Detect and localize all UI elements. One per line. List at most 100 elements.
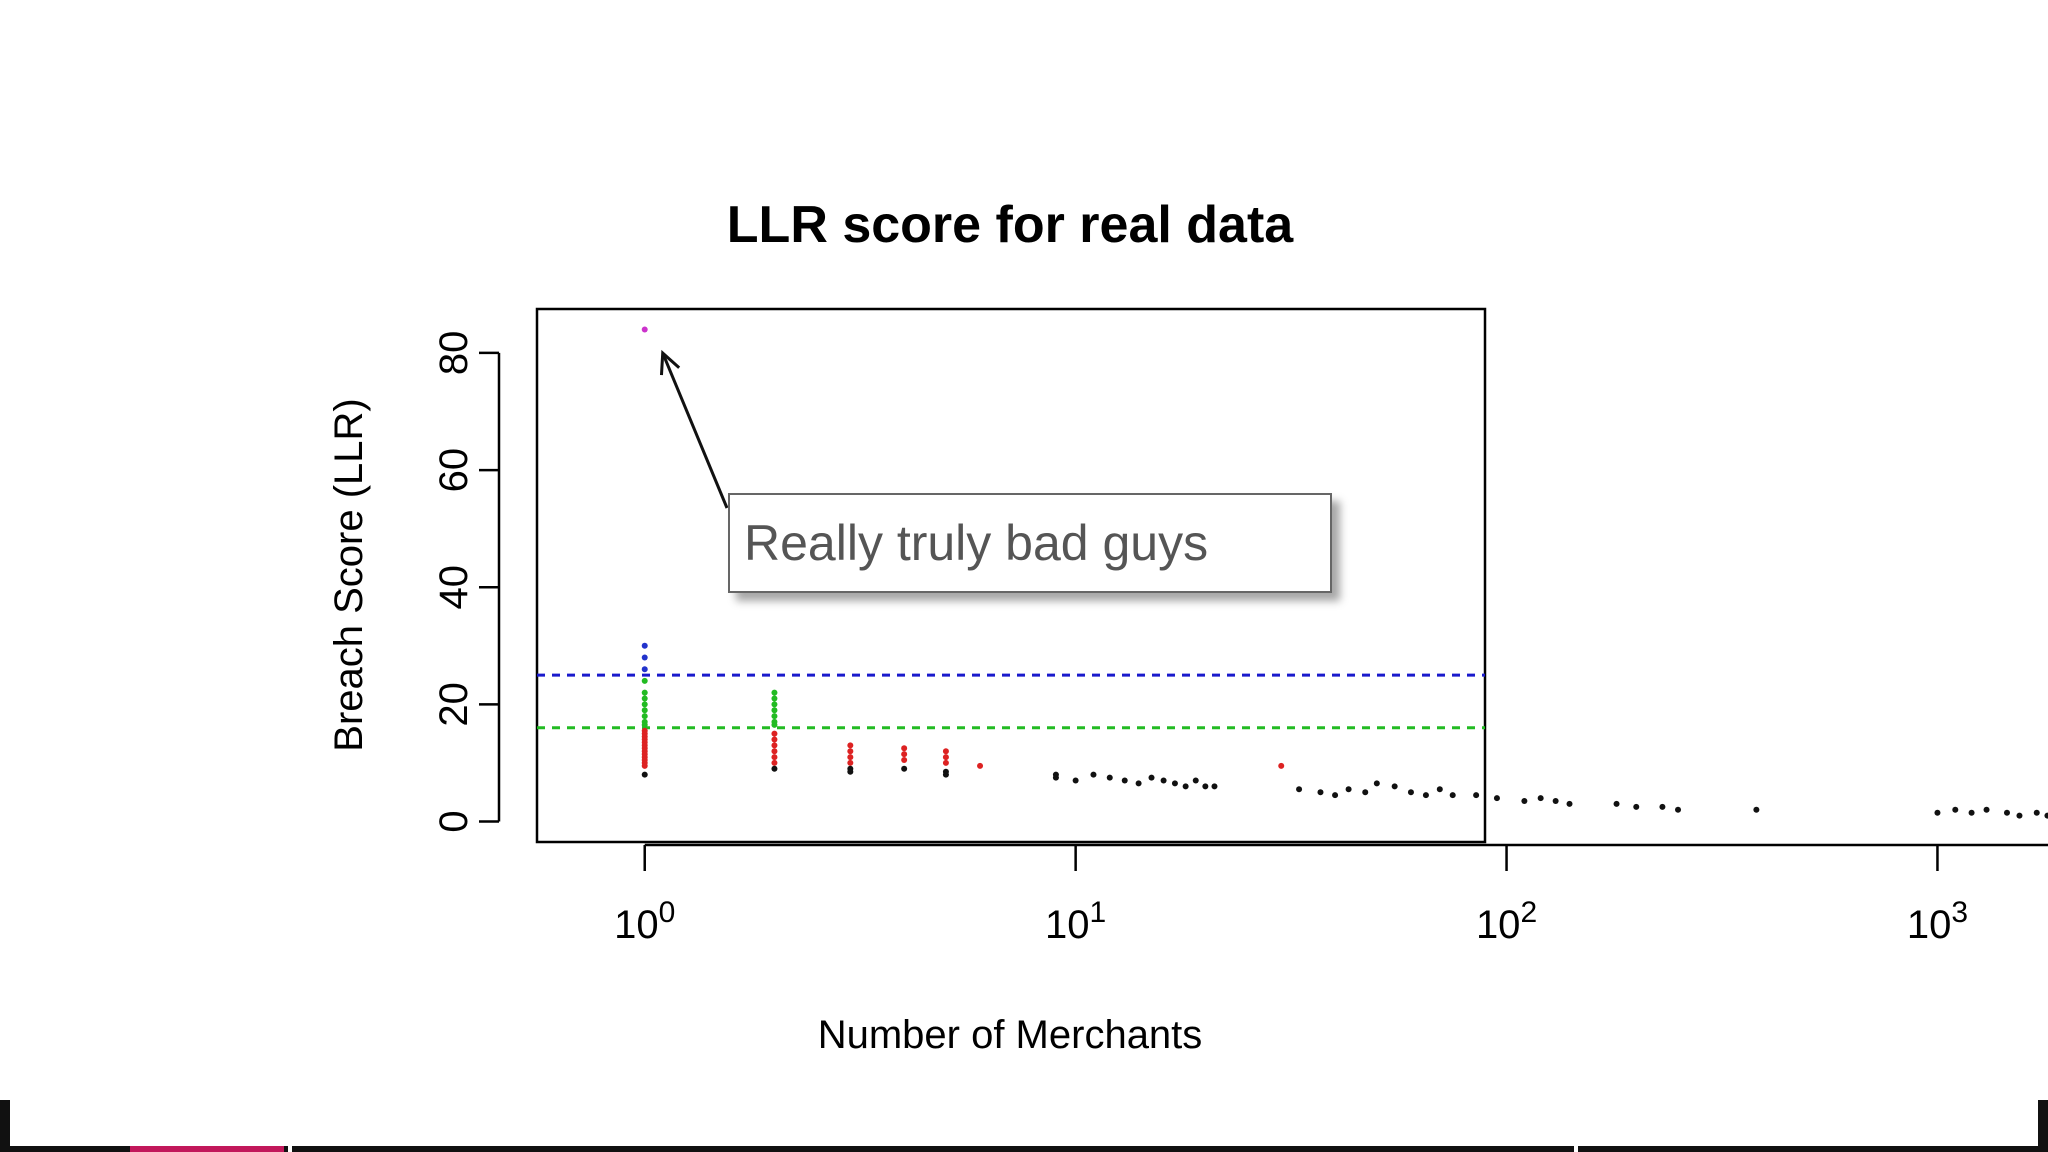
data-point	[641, 689, 648, 696]
data-point	[641, 707, 648, 714]
y-tick-label: 80	[432, 331, 476, 376]
data-point	[771, 759, 778, 766]
data-point	[1436, 786, 1443, 793]
data-point	[1968, 809, 1975, 816]
x-axis-label: Number of Merchants	[818, 1013, 1203, 1057]
data-point	[942, 754, 949, 761]
data-point	[847, 754, 854, 761]
data-point	[641, 642, 648, 649]
data-point	[942, 759, 949, 766]
data-point	[1135, 780, 1142, 787]
data-point	[847, 748, 854, 755]
y-tick-label: 60	[432, 448, 476, 493]
data-point	[641, 721, 648, 728]
y-axis-label: Breach Score (LLR)	[327, 398, 371, 751]
data-point	[1391, 783, 1398, 790]
callout-text: Really truly bad guys	[744, 515, 1209, 571]
data-point	[1362, 789, 1369, 796]
data-point	[1552, 798, 1559, 804]
data-point	[641, 326, 648, 333]
data-point	[1278, 762, 1285, 769]
data-point	[771, 721, 778, 728]
x-tick-label: 101	[1045, 896, 1106, 947]
chart-title: LLR score for real data	[727, 196, 1294, 254]
data-point	[771, 748, 778, 755]
data-point	[1753, 806, 1760, 813]
data-point	[1983, 806, 1990, 813]
data-point	[1121, 777, 1128, 784]
data-point	[641, 771, 648, 778]
data-point	[1613, 800, 1620, 807]
data-point	[942, 771, 949, 778]
data-point	[1633, 803, 1640, 810]
data-point	[2003, 809, 2010, 816]
data-point	[1493, 795, 1500, 802]
data-point	[1659, 803, 1666, 810]
data-point	[641, 762, 648, 769]
data-point	[847, 768, 854, 775]
data-point	[771, 701, 778, 708]
data-point	[977, 762, 984, 769]
bar-right-edge	[2038, 1100, 2048, 1152]
data-point	[771, 754, 778, 761]
data-point	[1202, 783, 1209, 790]
data-point	[847, 742, 854, 749]
data-point	[1090, 771, 1097, 778]
data-point	[901, 751, 908, 758]
data-point	[1952, 806, 1959, 813]
data-point	[847, 759, 854, 766]
data-point	[641, 677, 648, 684]
data-point	[1566, 800, 1573, 807]
progress-track[interactable]	[0, 1146, 2048, 1152]
data-point	[2044, 812, 2048, 819]
data-point	[901, 757, 908, 763]
data-point	[771, 742, 778, 749]
x-tick-label: 100	[614, 896, 675, 947]
y-tick-label: 40	[432, 565, 476, 610]
data-point	[1675, 806, 1682, 813]
data-point	[1192, 777, 1199, 784]
data-point	[641, 695, 648, 702]
data-point	[2016, 812, 2023, 819]
data-point	[1052, 774, 1059, 781]
data-point	[1345, 786, 1352, 793]
data-point	[771, 695, 778, 702]
data-point	[1072, 777, 1079, 784]
callout-arrow	[661, 352, 729, 509]
player-bar[interactable]	[0, 1093, 2048, 1152]
progress-fill	[130, 1146, 284, 1152]
data-point	[901, 745, 908, 752]
data-point	[942, 748, 949, 755]
data-point	[1537, 795, 1544, 802]
data-point	[901, 765, 908, 772]
data-point	[641, 654, 648, 661]
data-point	[1106, 774, 1113, 781]
data-point	[641, 666, 648, 673]
data-point	[771, 713, 778, 720]
data-point	[641, 713, 648, 720]
data-point	[1211, 783, 1218, 790]
data-point	[771, 689, 778, 696]
data-point	[1160, 777, 1167, 784]
progress-separator	[1574, 1146, 1578, 1152]
data-point	[771, 730, 778, 737]
data-point	[1171, 780, 1178, 787]
data-point	[1521, 798, 1528, 804]
data-point	[1332, 792, 1339, 799]
data-point	[1148, 774, 1155, 781]
plot-frame	[535, 307, 1487, 844]
data-point	[771, 707, 778, 714]
y-tick-label: 20	[432, 682, 476, 727]
data-point	[1934, 809, 1941, 816]
data-point	[771, 765, 778, 772]
callout-box: Really truly bad guys	[728, 493, 1332, 593]
y-tick-label: 0	[432, 810, 476, 832]
data-point	[1473, 792, 1480, 799]
data-point	[1373, 780, 1380, 787]
data-point	[2033, 809, 2040, 816]
bar-left-edge	[0, 1100, 10, 1152]
data-point	[641, 701, 648, 708]
data-point	[1407, 789, 1414, 796]
